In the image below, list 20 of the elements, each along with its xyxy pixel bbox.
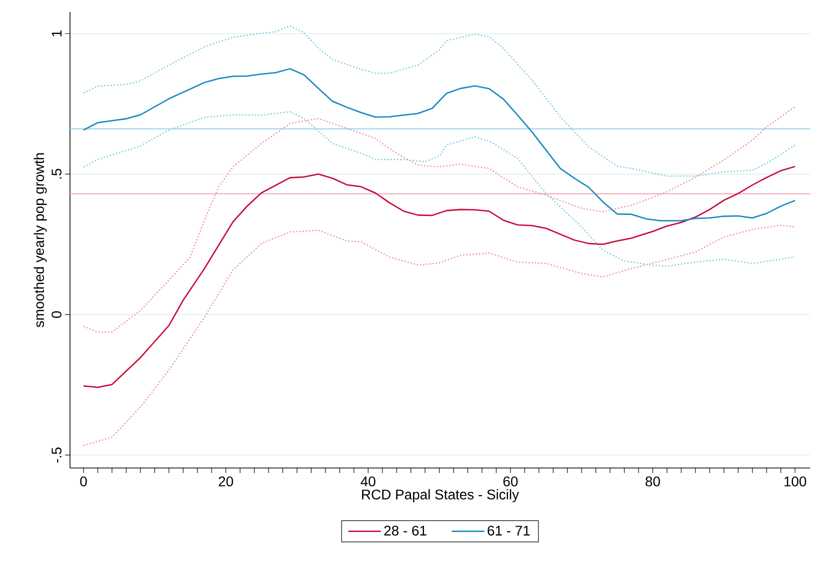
line-series: [82, 25, 796, 177]
line-series: [82, 224, 796, 446]
x-tick-label: 0: [80, 476, 87, 486]
x-tick-label: 60: [503, 476, 518, 486]
y-axis-title: smoothed yearly pop growth: [34, 153, 47, 328]
y-tick-label: 0: [52, 311, 62, 318]
x-tick-label: 80: [646, 476, 660, 486]
line-series: [82, 166, 796, 388]
y-tick-label: .5: [52, 168, 62, 179]
y-tick-label: 1: [52, 30, 62, 36]
x-tick-label: 40: [360, 476, 376, 486]
x-axis-title: RCD Papal States - Sicily: [362, 489, 520, 502]
line-series: [82, 106, 796, 333]
line-series: [82, 111, 796, 267]
line-series: [82, 68, 796, 222]
x-tick-label: 20: [218, 476, 234, 486]
legend-label: 61 - 71: [488, 526, 530, 536]
x-tick-label: 100: [784, 476, 806, 486]
y-tick-label: -.5: [52, 448, 62, 463]
legend-label: 28 - 61: [384, 526, 426, 536]
